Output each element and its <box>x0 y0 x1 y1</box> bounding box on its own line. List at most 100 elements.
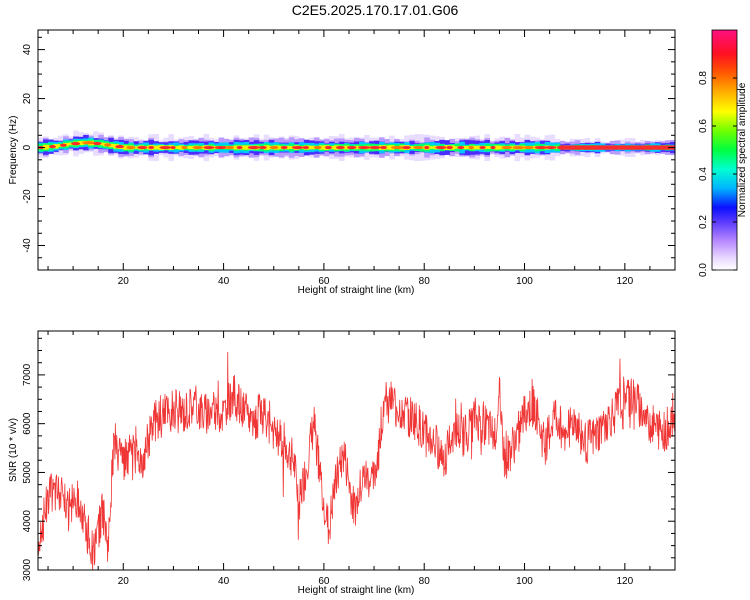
colorbar-tick-label: 0.2 <box>698 215 709 229</box>
spectrogram-x-tick-label: 100 <box>516 276 533 287</box>
spectrogram-peak <box>468 145 474 150</box>
spectrogram-cell <box>233 145 240 150</box>
spectrogram-cell <box>123 145 129 150</box>
spectrogram-cell <box>409 146 415 149</box>
spectrogram-peak <box>159 145 172 150</box>
spectrogram-peak <box>523 145 534 150</box>
spectrogram-y-tick-label: 40 <box>22 44 33 56</box>
spectrogram-peak <box>402 145 411 150</box>
snr-x-tick-label: 40 <box>218 576 230 587</box>
snr-x-tick-label: 60 <box>318 576 330 587</box>
spectrogram-peak <box>115 144 125 149</box>
spectrogram-peak <box>358 145 370 150</box>
snr-panel: 20 40 60 80 100 120 3000 4000 5000 6000 7000 Heig… <box>8 330 676 596</box>
snr-y-tick-label: 7000 <box>22 363 33 386</box>
spectrogram-peak <box>424 145 430 150</box>
spectrogram-x-tick-label: 60 <box>318 276 330 287</box>
spectrogram-peak <box>170 145 176 150</box>
spectrogram-cell <box>78 141 84 146</box>
colorbar: 0.0 0.2 0.4 0.6 0.8 Normalized spectral ampl… <box>698 29 748 277</box>
spectrogram-peak-band <box>559 145 675 150</box>
spectrogram-cell <box>243 145 250 150</box>
spectrogram-cell <box>178 145 185 150</box>
snr-y-tick-label: 3000 <box>22 558 33 581</box>
spectrogram-y-axis-label: Frequency (Hz) <box>8 116 19 185</box>
spectrogram-cell <box>343 145 350 150</box>
spectrogram-peak <box>534 145 548 150</box>
spectrogram-peak <box>49 145 56 149</box>
spectrogram-cell <box>454 146 460 149</box>
colorbar-tick-label: 0.6 <box>698 119 709 133</box>
spectrogram-peak <box>225 145 235 150</box>
spectrogram-cell <box>188 145 195 150</box>
snr-y-axis-label: SNR (10 * v/v) <box>8 418 19 482</box>
spectrogram-peak <box>247 145 260 150</box>
snr-x-tick-label: 80 <box>419 576 431 587</box>
spectrogram-peak <box>501 145 513 150</box>
spectrogram-cell <box>353 145 360 150</box>
spectrogram-peak <box>446 145 453 150</box>
spectrogram-peak <box>335 145 345 150</box>
spectrogram-cell <box>68 142 74 146</box>
snr-x-tick-label: 20 <box>118 576 130 587</box>
snr-frame <box>37 330 676 571</box>
spectrogram-peak <box>413 145 424 150</box>
colorbar-label: Normalized spectral amplitude <box>737 82 748 217</box>
spectrogram-peak <box>60 143 67 147</box>
spectrogram-peak <box>302 145 309 150</box>
spectrogram-cell <box>318 145 325 150</box>
spectrogram-peak <box>269 145 279 150</box>
spectrogram-x-axis-label: Height of straight line (km) <box>298 285 415 296</box>
spectrogram-peak <box>214 145 228 150</box>
figure-title: C2E5.2025.170.17.01.G06 <box>291 2 459 18</box>
spectrogram-peak <box>512 145 525 150</box>
spectrogram-peak <box>490 145 496 150</box>
spectrogram-peak <box>236 145 243 150</box>
snr-y-tick-label: 6000 <box>22 412 33 435</box>
snr-x-axis-label: Height of straight line (km) <box>298 585 415 596</box>
spectrogram-x-tick-label: 40 <box>218 276 230 287</box>
spectrogram-peak <box>258 145 267 150</box>
spectrogram-peak <box>457 145 465 150</box>
spectrogram-cell <box>108 143 114 148</box>
spectrogram-peak <box>479 145 486 150</box>
spectrogram-peak <box>181 145 188 150</box>
spectrogram-y-tick-label: 0 <box>22 144 33 150</box>
spectrogram-x-tick-label: 80 <box>419 276 431 287</box>
spectrogram-cell <box>509 145 516 150</box>
spectrogram-cell <box>173 146 180 149</box>
spectrogram-x-tick-label: 20 <box>118 276 130 287</box>
spectrogram-peak <box>291 145 304 150</box>
colorbar-tick-label: 0.4 <box>698 167 709 181</box>
spectrogram-cell <box>133 146 139 149</box>
spectrogram-cell <box>484 146 491 150</box>
spectrogram-y-tick-label: 20 <box>22 93 33 105</box>
spectrogram-y-tick-label: -20 <box>22 189 33 204</box>
spectrogram-peak <box>104 143 112 147</box>
spectrogram-peak <box>280 145 288 150</box>
spectrogram-peak <box>148 145 155 150</box>
spectrogram-cell <box>429 146 435 149</box>
colorbar-tick-label: 0.0 <box>698 263 709 277</box>
spectrogram-peak <box>346 145 357 150</box>
spectrogram-peak <box>380 145 387 150</box>
snr-x-tick-label: 120 <box>616 576 633 587</box>
spectrogram-ridge <box>38 130 675 162</box>
spectrogram-peak <box>126 145 136 150</box>
spectrogram-cell <box>464 146 470 150</box>
spectrogram-peak <box>82 141 95 145</box>
spectrogram-cell <box>153 145 159 150</box>
colorbar-tick-label: 0.8 <box>698 71 709 85</box>
spectrogram-peak <box>71 142 81 146</box>
spectrogram-peak <box>545 145 557 150</box>
spectrogram-peak <box>435 145 447 150</box>
spectrogram-cell <box>308 145 315 150</box>
spectrogram-peak <box>369 145 381 150</box>
colorbar-scale <box>711 29 738 271</box>
spectrogram-y-tick-label: -40 <box>22 238 33 253</box>
snr-x-tick-label: 100 <box>516 576 533 587</box>
spectrogram-peak <box>137 145 148 150</box>
spectrogram-cell <box>494 145 501 150</box>
spectrogram-cell <box>474 145 480 150</box>
